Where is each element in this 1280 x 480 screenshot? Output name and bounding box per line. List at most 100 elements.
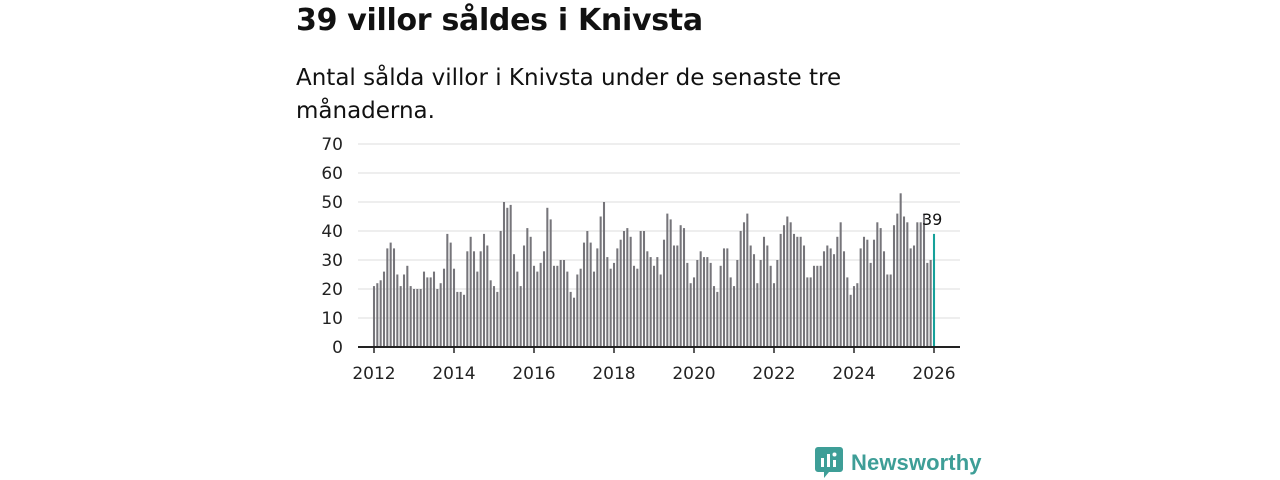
- bar: [832, 254, 836, 347]
- bar: [482, 233, 486, 347]
- x-tick-label: 2026: [912, 364, 955, 384]
- bar: [622, 231, 626, 347]
- bar: [782, 225, 786, 347]
- bar: [532, 265, 536, 347]
- bar: [642, 231, 646, 347]
- bar: [409, 286, 412, 347]
- bar: [512, 254, 516, 347]
- bar: [462, 294, 466, 347]
- y-tick-label: 50: [321, 193, 343, 213]
- bar: [859, 248, 862, 347]
- bar: [759, 260, 762, 347]
- bar: [902, 216, 906, 347]
- data-labels: 39: [922, 210, 942, 229]
- bar: [879, 228, 882, 347]
- bar: [386, 248, 389, 347]
- bar: [829, 248, 832, 347]
- bar: [539, 262, 542, 347]
- bar: [636, 268, 639, 347]
- bar: [402, 274, 406, 347]
- bar: [399, 286, 402, 347]
- bar: [692, 277, 696, 347]
- bar: [646, 251, 649, 347]
- bar: [562, 260, 566, 347]
- bar: [772, 283, 776, 347]
- bar: [676, 245, 679, 347]
- bar: [812, 265, 816, 347]
- highlight-bar: [932, 233, 936, 347]
- x-tick-label: 2018: [592, 364, 635, 384]
- bar: [746, 213, 749, 347]
- bar: [869, 262, 872, 347]
- bar: [602, 202, 606, 347]
- bar: [842, 251, 846, 347]
- y-tick-label: 0: [332, 338, 343, 358]
- bar: [582, 242, 586, 347]
- bar: [686, 262, 689, 347]
- bar: [896, 213, 899, 347]
- bar: [412, 289, 416, 347]
- bar: [696, 260, 699, 347]
- bar: [572, 297, 576, 347]
- bar: [596, 248, 599, 347]
- bar: [516, 271, 519, 347]
- bar: [742, 222, 746, 347]
- x-tick-label: 2016: [512, 364, 555, 384]
- bar: [669, 219, 672, 347]
- y-tick-label: 10: [321, 309, 343, 329]
- bar: [382, 271, 386, 347]
- bar: [872, 239, 876, 347]
- bar: [846, 277, 849, 347]
- bar: [716, 291, 719, 347]
- bar: [626, 228, 629, 347]
- bar: [722, 248, 726, 347]
- bar: [519, 286, 522, 347]
- bar: [442, 268, 446, 347]
- bar: [912, 245, 916, 347]
- latest-value-label: 39: [922, 210, 942, 229]
- bar: [419, 289, 422, 347]
- bar: [776, 260, 779, 347]
- bar: [476, 271, 479, 347]
- bar: [806, 277, 809, 347]
- bar: [612, 262, 616, 347]
- x-tick-label: 2022: [752, 364, 795, 384]
- bar: [729, 277, 732, 347]
- bar: [549, 219, 552, 347]
- bar: [639, 231, 642, 347]
- y-axis-ticks: 0 10 20 30 40 50 60 70: [321, 135, 343, 358]
- bar: [666, 213, 669, 347]
- bar: [486, 245, 489, 347]
- bar: [892, 225, 896, 347]
- bar: [522, 245, 526, 347]
- bar: [916, 222, 919, 347]
- bar: [862, 236, 866, 347]
- bar: [886, 274, 889, 347]
- bar: [919, 222, 922, 347]
- bar: [502, 202, 506, 347]
- bar: [796, 236, 799, 347]
- bar: [929, 260, 932, 347]
- bar: [446, 233, 449, 347]
- bar: [589, 242, 592, 347]
- bar: [616, 248, 619, 347]
- bar: [472, 251, 476, 347]
- x-tick-label: 2024: [832, 364, 875, 384]
- bar: [542, 251, 546, 347]
- bar: [822, 251, 826, 347]
- bar: [609, 268, 612, 347]
- bar: [379, 280, 382, 347]
- bar: [709, 262, 712, 347]
- bars: [372, 193, 936, 347]
- bar: [659, 274, 662, 347]
- bar: [809, 277, 812, 347]
- bar: [656, 257, 659, 347]
- bar: [586, 231, 589, 347]
- bar: [756, 283, 759, 347]
- bar: [816, 265, 819, 347]
- bar: [836, 236, 839, 347]
- bar: [662, 239, 666, 347]
- bar: [509, 204, 512, 347]
- bar: [416, 289, 419, 347]
- bar: [766, 245, 769, 347]
